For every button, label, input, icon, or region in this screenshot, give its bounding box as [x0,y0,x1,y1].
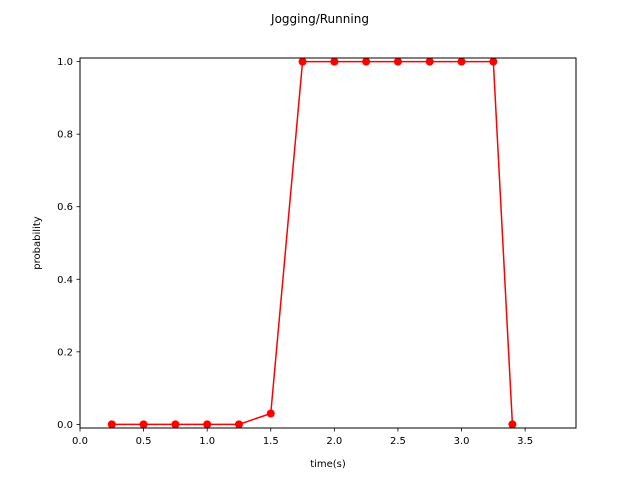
x-tick-label: 0.5 [136,436,152,447]
y-axis-label: probability [32,216,43,269]
data-point [171,420,180,429]
data-point [508,420,517,429]
x-axis: 0.0 0.5 1.0 1.5 2.0 2.5 3.0 3.5 [72,428,533,447]
data-point [203,420,212,429]
data-point [266,409,275,418]
x-tick-label: 2.0 [326,436,342,447]
data-point [425,57,434,66]
x-tick-label: 2.5 [390,436,406,447]
x-tick-label: 3.5 [517,436,533,447]
x-tick-label: 1.5 [263,436,279,447]
y-tick-label: 0.8 [57,130,73,141]
plot-area [107,57,517,429]
y-tick-label: 0.6 [57,202,73,213]
data-point [298,57,307,66]
data-point [107,420,116,429]
y-tick-label: 0.4 [57,275,73,286]
y-tick-label: 1.0 [57,57,73,68]
series-line [111,60,514,426]
data-point [489,57,498,66]
data-point [393,57,402,66]
data-point [362,57,371,66]
data-point [330,57,339,66]
y-tick-label: 0.2 [57,347,73,358]
x-tick-label: 1.0 [199,436,215,447]
y-tick-label: 0.0 [57,420,73,431]
data-point [234,420,243,429]
chart-title: Jogging/Running [270,12,369,26]
axes-frame [79,57,577,429]
x-tick-label: 3.0 [454,436,470,447]
x-axis-label: time(s) [310,459,346,470]
x-tick-label: 0.0 [72,436,88,447]
data-point [457,57,466,66]
y-axis: 0.0 0.2 0.4 0.6 0.8 1.0 [57,57,80,431]
data-point [139,420,148,429]
